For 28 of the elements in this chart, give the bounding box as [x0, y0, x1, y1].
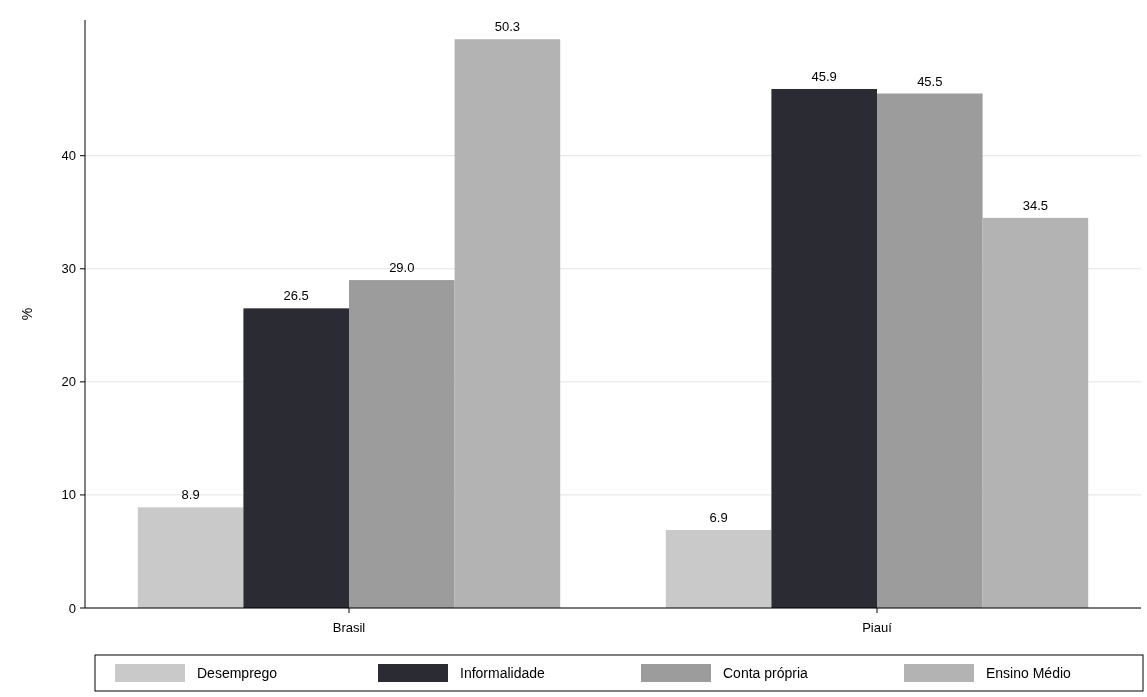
bar	[771, 88, 877, 608]
data-label: 45.5	[917, 73, 943, 89]
y-tick-label: 30	[61, 261, 76, 277]
data-label: 26.5	[283, 288, 309, 304]
data-label: 50.3	[494, 19, 521, 35]
bar	[349, 280, 455, 608]
bar	[137, 507, 244, 608]
x-tick-label: Brasil	[332, 620, 366, 635]
bar	[454, 39, 561, 608]
legend-label: Desemprego	[197, 664, 278, 681]
legend-label: Conta própria	[723, 664, 809, 681]
y-tick-label: 0	[68, 600, 76, 616]
y-axis-title: %	[19, 307, 35, 321]
x-tick-label: Piauí	[862, 620, 893, 635]
data-label: 29.0	[389, 260, 415, 276]
y-tick-label: 10	[61, 487, 76, 503]
bar	[877, 93, 983, 608]
data-label: 6.9	[709, 509, 728, 525]
bar	[665, 529, 772, 608]
y-tick-label: 40	[61, 148, 76, 164]
data-label: 34.5	[1022, 197, 1049, 213]
bar	[982, 217, 1089, 608]
data-label: 45.9	[811, 68, 837, 84]
data-label: 8.9	[181, 487, 200, 503]
y-tick-label: 20	[61, 374, 76, 390]
legend-label: Informalidade	[460, 664, 546, 681]
bar	[243, 308, 349, 608]
legend-label: Ensino Médio	[986, 664, 1072, 681]
